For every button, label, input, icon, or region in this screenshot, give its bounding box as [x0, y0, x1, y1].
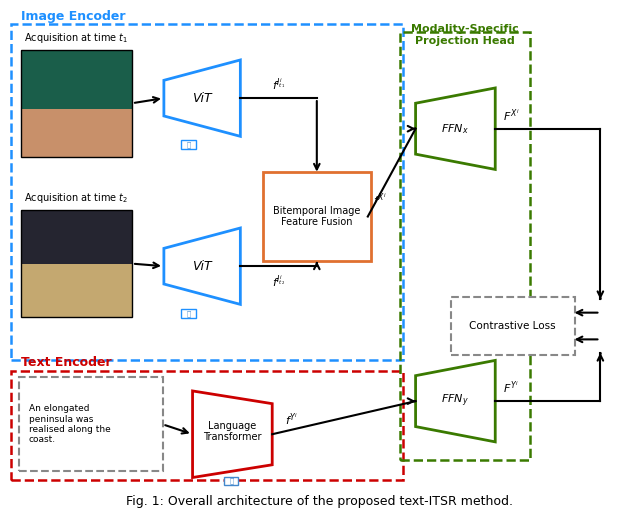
Text: Acquisition at time $t_1$: Acquisition at time $t_1$ — [24, 31, 129, 45]
Text: ViT: ViT — [192, 260, 212, 273]
Text: Language
Transformer: Language Transformer — [203, 421, 261, 442]
Text: ViT: ViT — [192, 92, 212, 104]
Text: $f^{X^i}$: $f^{X^i}$ — [373, 192, 387, 207]
Bar — [20, 210, 132, 317]
Polygon shape — [193, 391, 272, 478]
Bar — [20, 109, 132, 157]
Polygon shape — [164, 60, 241, 136]
Text: Modality-Specific
Projection Head: Modality-Specific Projection Head — [412, 24, 519, 46]
Text: $f^{I_{t_2}^i}$: $f^{I_{t_2}^i}$ — [272, 274, 285, 289]
FancyBboxPatch shape — [262, 172, 371, 261]
Text: An elongated
peninsula was
realised along the
coast.: An elongated peninsula was realised alon… — [29, 404, 111, 444]
Bar — [20, 50, 132, 157]
Text: $FFN_y$: $FFN_y$ — [441, 393, 469, 409]
Bar — [225, 477, 239, 485]
Text: $FFN_x$: $FFN_x$ — [441, 122, 469, 136]
Bar — [20, 210, 132, 264]
Text: ⚺: ⚺ — [187, 141, 191, 148]
Bar — [20, 50, 132, 109]
Bar — [20, 264, 132, 317]
Text: $F^{X^i}$: $F^{X^i}$ — [503, 107, 520, 122]
Text: Fig. 1: Overall architecture of the proposed text-ITSR method.: Fig. 1: Overall architecture of the prop… — [127, 495, 513, 508]
Bar — [181, 140, 196, 149]
Text: Text Encoder: Text Encoder — [20, 356, 111, 369]
Text: Acquisition at time $t_2$: Acquisition at time $t_2$ — [24, 191, 128, 205]
Text: Contrastive Loss: Contrastive Loss — [470, 321, 556, 331]
Text: Image Encoder: Image Encoder — [20, 10, 125, 23]
Text: $f^{I_{t_1}^i}$: $f^{I_{t_1}^i}$ — [272, 77, 285, 92]
Polygon shape — [415, 88, 495, 169]
Polygon shape — [164, 228, 241, 304]
Text: ⚺: ⚺ — [187, 310, 191, 317]
Text: Bitemporal Image
Feature Fusion: Bitemporal Image Feature Fusion — [273, 206, 360, 227]
FancyBboxPatch shape — [451, 297, 575, 355]
Text: ⚺: ⚺ — [229, 478, 234, 484]
Text: $F^{Y^i}$: $F^{Y^i}$ — [503, 380, 519, 395]
Polygon shape — [415, 360, 495, 442]
Text: $f^{Y^i}$: $f^{Y^i}$ — [285, 411, 298, 426]
Bar — [181, 309, 196, 318]
